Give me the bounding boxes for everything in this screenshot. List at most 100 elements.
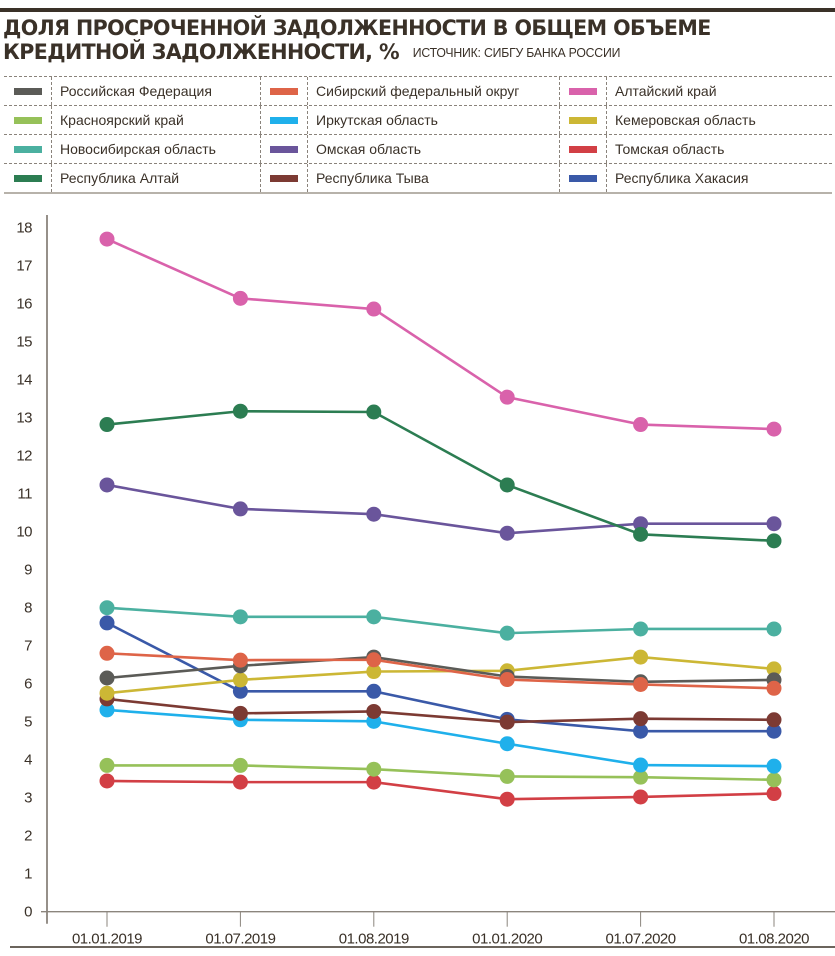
data-point: [99, 645, 115, 661]
data-point: [499, 714, 515, 730]
y-tick-label: 12: [16, 448, 32, 465]
legend-swatch: [569, 87, 597, 95]
legend-swatch: [569, 145, 597, 153]
source-note: ИСТОЧНИК: СИБГУ БАНКА РОССИИ: [412, 46, 621, 60]
data-point: [633, 723, 649, 739]
legend-swatch: [13, 145, 42, 153]
legend-label: Иркутская область: [316, 112, 438, 128]
legend-swatch: [13, 116, 42, 124]
data-point: [99, 615, 115, 631]
data-point: [499, 625, 515, 641]
data-point: [633, 789, 649, 805]
x-tick-label: 01.07.2019: [205, 931, 275, 948]
legend-swatch: [13, 174, 42, 182]
data-point: [633, 769, 649, 785]
data-point: [633, 649, 649, 665]
data-point: [633, 711, 649, 727]
x-tick-label: 01.01.2019: [72, 931, 142, 948]
title-text: ДОЛЯ ПРОСРОЧЕННОЙ ЗАДОЛЖЕННОСТИ В ОБЩЕМ …: [3, 16, 711, 64]
data-point: [366, 301, 382, 317]
y-tick-label: 18: [16, 220, 32, 237]
data-point: [766, 723, 782, 739]
series-line: [106, 409, 775, 543]
data-point: [766, 712, 782, 728]
legend-swatch-cell: [559, 164, 607, 192]
data-point: [766, 758, 782, 774]
legend-label: Красноярский край: [60, 112, 184, 128]
legend-swatch-cell: [260, 164, 308, 192]
legend-label: Алтайский край: [615, 83, 717, 99]
legend-label: Российская Федерация: [60, 83, 212, 99]
series-line: [106, 655, 775, 695]
data-point: [633, 676, 649, 692]
x-tick-label: 01.08.2019: [339, 931, 409, 948]
data-point: [633, 516, 649, 532]
legend-swatch-cell: [4, 106, 52, 134]
data-point: [232, 501, 248, 517]
data-point: [633, 621, 649, 637]
y-tick-label: 0: [24, 904, 32, 921]
legend-label: Новосибирская область: [60, 141, 216, 157]
legend-label: Республика Алтай: [60, 170, 180, 186]
data-point: [633, 417, 649, 433]
y-tick-label: 17: [16, 258, 32, 275]
data-point: [766, 421, 782, 437]
legend-label: Республика Тыва: [316, 170, 429, 186]
data-point: [366, 774, 382, 790]
legend-item: Иркутская область: [260, 106, 559, 134]
legend-item: Омская область: [260, 135, 559, 163]
data-point: [232, 683, 248, 699]
data-point: [766, 786, 782, 802]
y-tick-label: 16: [16, 296, 32, 313]
top-rule: [0, 8, 835, 12]
data-point: [99, 417, 115, 433]
legend-label: Омская область: [316, 141, 422, 157]
legend-swatch-cell: [260, 106, 308, 134]
legend-item: Новосибирская область: [4, 135, 260, 163]
legend-swatch-cell: [260, 77, 308, 105]
legend-swatch-cell: [260, 135, 308, 163]
y-tick-label: 5: [24, 714, 32, 731]
y-tick-label: 11: [17, 486, 32, 503]
data-point: [499, 791, 515, 807]
data-point: [499, 389, 515, 405]
series-line: [106, 237, 775, 431]
data-point: [232, 403, 248, 419]
y-tick-label: 9: [24, 562, 32, 579]
data-point: [766, 516, 782, 532]
legend-item: Республика Тыва: [260, 164, 559, 192]
legend-swatch-cell: [559, 135, 607, 163]
legend-swatch: [270, 116, 298, 124]
legend-swatch-cell: [4, 135, 52, 163]
data-point: [766, 621, 782, 637]
series-line: [107, 764, 775, 782]
data-point: [766, 661, 782, 677]
legend-item: Российская Федерация: [4, 77, 260, 105]
data-point: [232, 609, 248, 625]
legend-swatch: [270, 174, 298, 182]
data-point: [366, 664, 382, 680]
legend-swatch: [13, 87, 42, 95]
x-tick-label: 01.07.2020: [606, 931, 676, 948]
data-point: [766, 680, 782, 696]
legend-row: Российская Федерация Сибирский федеральны…: [4, 76, 832, 105]
y-tick-label: 13: [16, 410, 32, 427]
series-line: [106, 779, 775, 801]
y-tick-label: 7: [24, 638, 32, 655]
data-point: [232, 705, 248, 721]
data-point: [633, 757, 649, 773]
series-line: [106, 621, 774, 733]
legend-item: Алтайский край: [559, 77, 827, 105]
data-point: [99, 685, 115, 701]
data-point: [499, 768, 515, 784]
data-point: [499, 736, 515, 752]
data-point: [232, 672, 248, 688]
data-point: [99, 773, 115, 789]
x-tick-label: 01.01.2020: [472, 931, 542, 948]
data-point: [366, 683, 382, 699]
data-point: [232, 774, 248, 790]
legend-item: Сибирский федеральный округ: [260, 77, 559, 105]
data-point: [99, 477, 115, 493]
legend-row: Красноярский край Иркутская область Кемеро…: [4, 105, 832, 134]
